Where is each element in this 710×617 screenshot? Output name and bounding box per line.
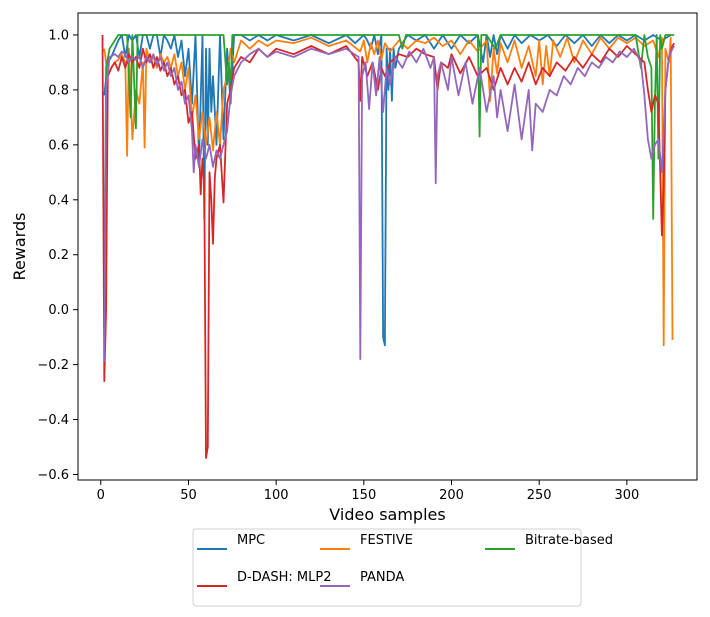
legend-label-0: MPC <box>237 533 265 548</box>
y-axis-ticks: −0.6 −0.4 −0.2 0.0 0.2 0.4 0.6 0.8 1.0 <box>37 28 78 483</box>
y-tick-label: −0.2 <box>37 358 69 373</box>
y-tick-label: 1.0 <box>48 28 69 43</box>
x-tick-label: 300 <box>614 488 639 503</box>
y-tick-label: −0.4 <box>37 413 69 428</box>
y-tick-label: 0.2 <box>48 248 69 263</box>
legend-frame <box>192 528 582 607</box>
plot-area-frame <box>77 12 698 481</box>
series-line-3 <box>101 34 675 459</box>
y-tick-label: −0.6 <box>37 468 69 483</box>
y-tick-label: 0.6 <box>48 138 69 153</box>
legend-label-1: FESTIVE <box>360 533 413 548</box>
series-lines <box>101 34 675 459</box>
series-line-2 <box>103 34 675 310</box>
x-tick-label: 50 <box>180 488 197 503</box>
legend-label-3: D-DASH: MLP2 <box>237 570 332 585</box>
x-tick-label: 0 <box>97 488 105 503</box>
x-axis-ticks: 0 50 100 150 200 250 300 <box>97 480 639 503</box>
x-axis-label: Video samples <box>329 505 445 524</box>
legend-label-4: PANDA <box>360 570 404 585</box>
x-tick-label: 150 <box>351 488 376 503</box>
x-tick-label: 200 <box>439 488 464 503</box>
y-tick-label: 0.8 <box>48 83 69 98</box>
series-line-4 <box>103 45 675 362</box>
y-axis-label: Rewards <box>10 213 29 281</box>
legend-label-2: Bitrate-based <box>525 533 613 548</box>
legend: MPC FESTIVE Bitrate-based D-DASH: MLP2 PANDA <box>192 528 613 607</box>
x-tick-label: 100 <box>264 488 289 503</box>
y-tick-label: 0.4 <box>48 193 69 208</box>
y-tick-label: 0.0 <box>48 303 69 318</box>
series-line-1 <box>103 36 674 347</box>
x-tick-label: 250 <box>527 488 552 503</box>
series-line-0 <box>103 34 672 347</box>
